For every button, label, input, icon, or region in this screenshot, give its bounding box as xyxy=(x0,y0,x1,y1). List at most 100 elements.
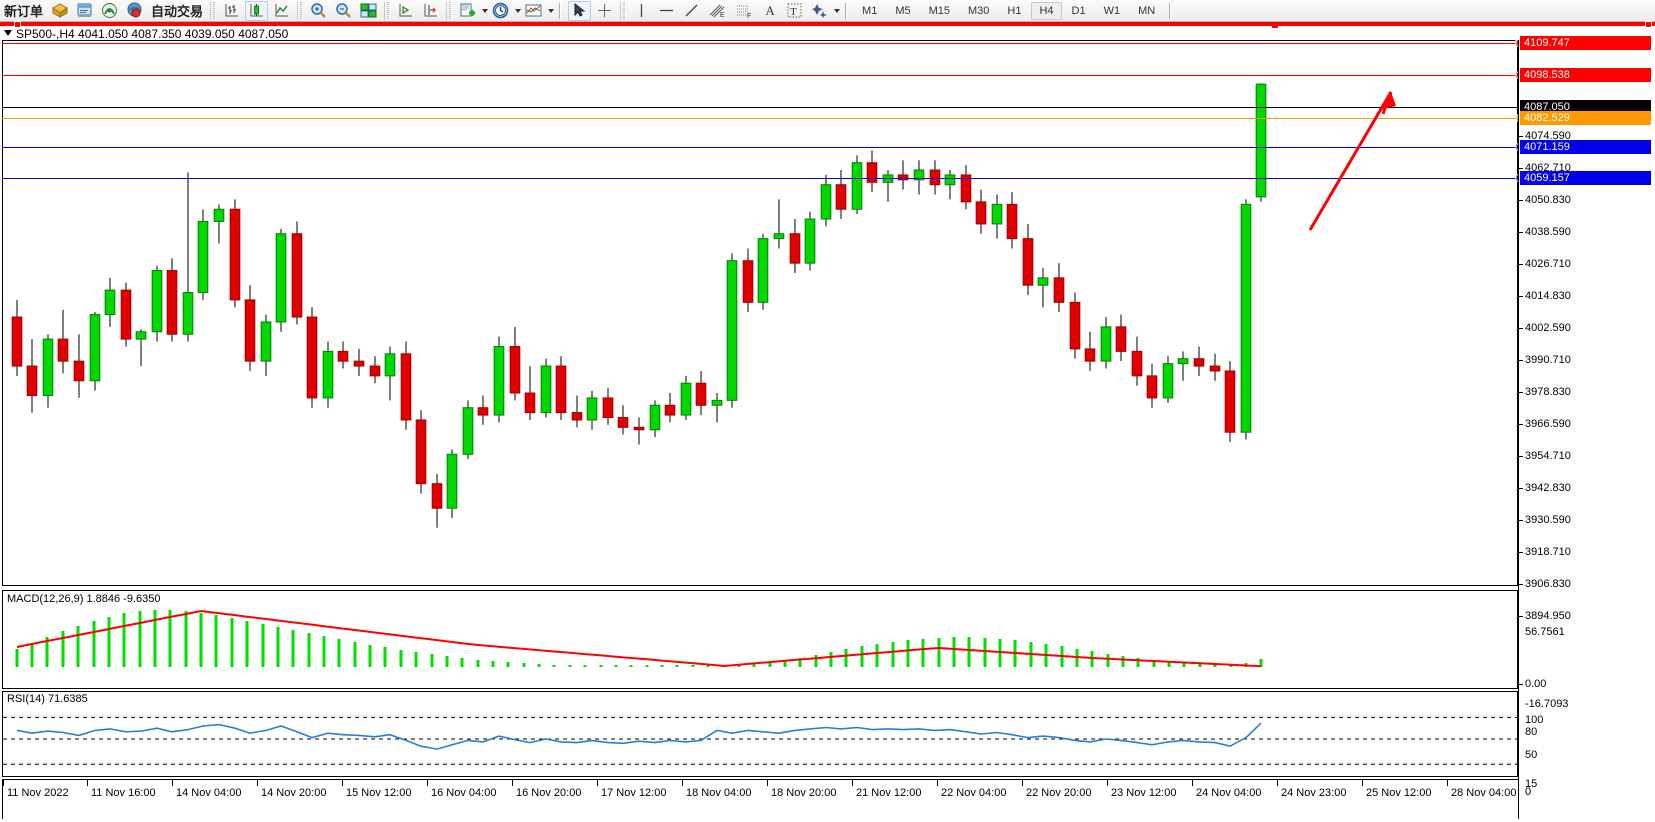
macd-histogram-bar xyxy=(30,643,34,667)
macd-histogram-bar xyxy=(737,665,741,667)
candle xyxy=(804,211,816,271)
equidistant-channel-icon[interactable]: E xyxy=(705,1,730,21)
templates-caret-icon[interactable] xyxy=(548,8,555,13)
level-line-resistance-second[interactable] xyxy=(2,75,1520,76)
candle xyxy=(975,189,987,234)
shift-end-icon[interactable] xyxy=(394,1,417,21)
cursor-icon[interactable] xyxy=(568,0,592,21)
price-tick-mark xyxy=(1519,520,1523,521)
tile-windows-icon[interactable] xyxy=(357,1,380,21)
timeframe-m15[interactable]: M15 xyxy=(928,4,950,17)
zoom-in-icon[interactable] xyxy=(307,1,330,21)
price-badge-4059.157[interactable]: 4059.157 xyxy=(1520,171,1651,185)
candle xyxy=(322,341,334,408)
price-tick-mark xyxy=(1519,488,1523,489)
macd-histogram-bar xyxy=(506,662,510,667)
timeframe-m1[interactable]: M1 xyxy=(862,4,878,17)
candle xyxy=(509,326,521,401)
text-label-icon[interactable]: T xyxy=(783,1,806,21)
macd-signal-line xyxy=(16,609,1262,668)
macd-pane[interactable]: MACD(12,26,9) 1.8846 -9.6350 xyxy=(2,590,1518,689)
fibonacci-icon[interactable]: F xyxy=(732,1,757,21)
toolbar-end-grip[interactable] xyxy=(1167,1,1175,20)
auto-scroll-icon[interactable] xyxy=(419,1,442,21)
period-caret-icon[interactable] xyxy=(515,8,522,13)
candle xyxy=(1240,199,1252,440)
time-label-24-Nov-23-00: 24 Nov 23:00 xyxy=(1281,787,1347,799)
level-line-pending-order[interactable] xyxy=(2,118,1520,119)
candle xyxy=(960,165,972,210)
price-badge-4098.538[interactable]: 4098.538 xyxy=(1520,68,1651,82)
data-window-icon[interactable] xyxy=(73,1,96,21)
level-line-resistance-top[interactable] xyxy=(2,43,1520,44)
timeframe-mn[interactable]: MN xyxy=(1138,4,1156,17)
chart-header-text: SP500-,H4 4041.050 4087.350 4039.050 408… xyxy=(16,27,289,41)
timeframe-d1[interactable]: D1 xyxy=(1071,4,1086,17)
candle xyxy=(337,341,349,369)
candlestick-chart-icon[interactable] xyxy=(245,0,269,21)
vertical-line-icon[interactable] xyxy=(630,1,653,21)
time-tick-mark xyxy=(767,779,768,786)
timeframe-m30[interactable]: M30 xyxy=(968,4,990,17)
period-clock-icon[interactable] xyxy=(489,1,512,21)
macd-histogram-bar xyxy=(430,654,434,667)
time-label-16-Nov-04-00: 16 Nov 04:00 xyxy=(431,787,497,799)
zoom-out-icon[interactable] xyxy=(332,1,355,21)
price-tick-label-3930.590: 3930.590 xyxy=(1525,514,1571,526)
price-tick-mark xyxy=(1519,296,1523,297)
macd-histogram-bar xyxy=(691,665,695,667)
shapes-caret-icon[interactable] xyxy=(834,8,841,13)
navigator-icon[interactable] xyxy=(98,1,121,21)
line-chart-icon[interactable] xyxy=(270,1,293,21)
selection-handle-mid[interactable] xyxy=(1272,22,1278,28)
toolbar-separator-4 xyxy=(446,1,453,20)
rsi-pane[interactable]: RSI(14) 71.6385 xyxy=(2,691,1518,777)
price-axis[interactable]: 4109.747 4098.538 4087.050 4082.529 4074.590… xyxy=(1518,36,1655,819)
level-line-support-upper[interactable] xyxy=(2,147,1520,148)
text-icon[interactable]: A xyxy=(765,2,775,18)
add-indicator-icon[interactable] xyxy=(456,1,479,21)
price-tick-label-100: 100 xyxy=(1525,714,1544,726)
time-label-24-Nov-04-00: 24 Nov 04:00 xyxy=(1196,787,1262,799)
timeframe-m5[interactable]: M5 xyxy=(895,4,911,17)
crosshair-icon[interactable] xyxy=(593,1,616,21)
chart-collapse-icon[interactable] xyxy=(4,30,12,36)
price-badge-4082.529[interactable]: 4082.529 xyxy=(1520,111,1651,125)
level-line-support-lower[interactable] xyxy=(2,178,1520,179)
timeframe-w1[interactable]: W1 xyxy=(1103,4,1121,17)
price-badge-4087.050[interactable]: 4087.050 xyxy=(1520,100,1651,114)
terminal-icon[interactable] xyxy=(123,1,146,21)
candle xyxy=(1162,356,1174,403)
time-tick-mark xyxy=(172,779,173,786)
toolbar-grip[interactable] xyxy=(557,1,565,20)
timeframe-h1[interactable]: H1 xyxy=(1007,4,1022,17)
time-label-18-Nov-04-00: 18 Nov 04:00 xyxy=(686,787,752,799)
timeframe-grip[interactable] xyxy=(843,1,851,20)
candle xyxy=(104,277,116,327)
selection-handle-left[interactable] xyxy=(14,21,21,28)
price-badge-4109.747[interactable]: 4109.747 xyxy=(1520,36,1651,50)
price-pane[interactable] xyxy=(2,40,1518,586)
timeframe-h4[interactable]: H4 xyxy=(1031,1,1062,20)
selection-handle-right[interactable] xyxy=(1645,21,1652,28)
candle xyxy=(384,346,396,401)
level-line-last-price[interactable] xyxy=(2,107,1520,108)
candle xyxy=(353,348,365,376)
templates-icon[interactable] xyxy=(522,1,545,21)
bar-chart-icon[interactable] xyxy=(220,1,243,21)
candle xyxy=(1006,192,1018,249)
candle xyxy=(1255,83,1267,202)
horizontal-line-icon[interactable] xyxy=(655,1,678,21)
macd-histogram-bar xyxy=(1182,662,1186,667)
new-order-button[interactable]: 新订单 xyxy=(4,5,44,20)
trendline-icon[interactable] xyxy=(680,1,703,21)
new-order-icon[interactable] xyxy=(48,1,71,21)
add-indicator-caret-icon[interactable] xyxy=(482,8,489,13)
autotrade-button[interactable]: 自动交易 xyxy=(151,5,204,20)
shapes-icon[interactable] xyxy=(808,1,831,21)
price-badge-4071.159[interactable]: 4071.159 xyxy=(1520,140,1651,154)
time-axis[interactable]: 11 Nov 2022 11 Nov 16:00 14 Nov 04:00 14 No… xyxy=(2,779,1519,819)
svg-text:E: E xyxy=(720,12,725,19)
price-tick-label-4038.590: 4038.590 xyxy=(1525,226,1571,238)
chart-window[interactable]: SP500-,H4 4041.050 4087.350 4039.050 408… xyxy=(0,21,1655,822)
